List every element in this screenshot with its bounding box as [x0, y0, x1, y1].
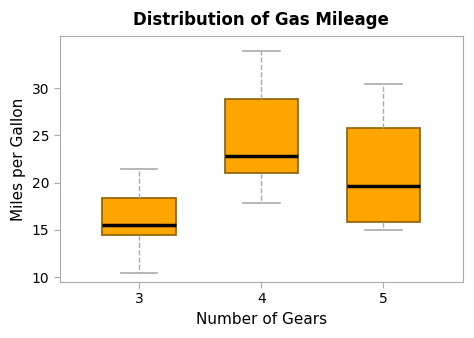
X-axis label: Number of Gears: Number of Gears: [196, 312, 327, 327]
PathPatch shape: [347, 128, 420, 222]
PathPatch shape: [225, 99, 298, 173]
Y-axis label: Miles per Gallon: Miles per Gallon: [11, 97, 26, 221]
Title: Distribution of Gas Mileage: Distribution of Gas Mileage: [133, 11, 389, 29]
PathPatch shape: [102, 198, 176, 235]
